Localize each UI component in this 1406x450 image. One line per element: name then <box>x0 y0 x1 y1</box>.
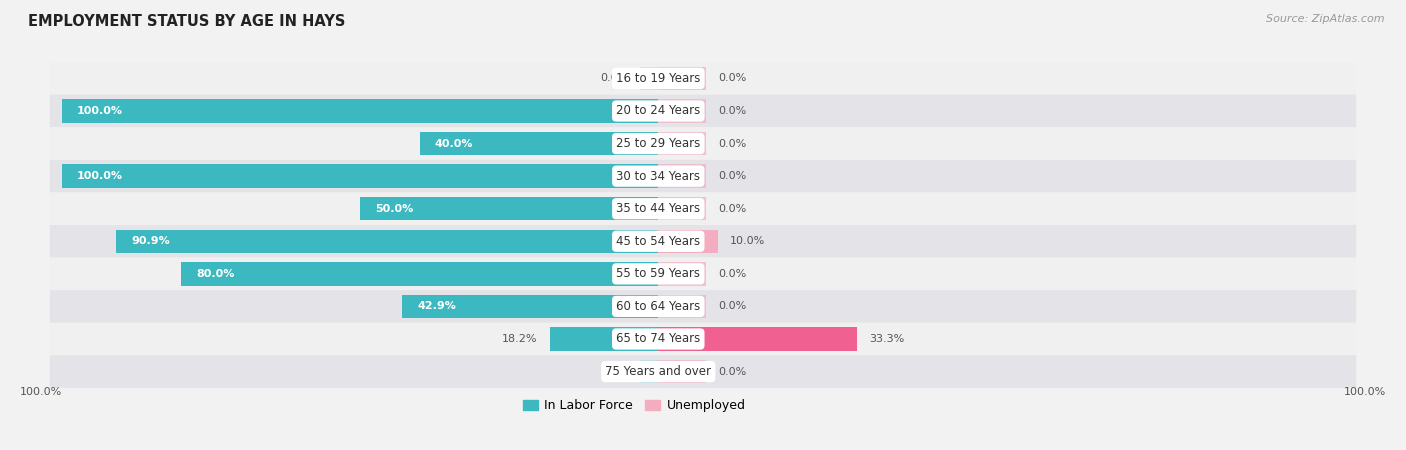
Text: 30 to 34 Years: 30 to 34 Years <box>616 170 700 183</box>
Bar <box>658 67 706 90</box>
Text: 100.0%: 100.0% <box>77 106 122 116</box>
Text: 0.0%: 0.0% <box>718 269 747 279</box>
Text: 100.0%: 100.0% <box>1344 387 1386 397</box>
Text: 35 to 44 Years: 35 to 44 Years <box>616 202 700 215</box>
Text: EMPLOYMENT STATUS BY AGE IN HAYS: EMPLOYMENT STATUS BY AGE IN HAYS <box>28 14 346 28</box>
Text: 42.9%: 42.9% <box>418 302 456 311</box>
Bar <box>402 295 658 318</box>
Text: 55 to 59 Years: 55 to 59 Years <box>616 267 700 280</box>
FancyBboxPatch shape <box>49 62 1357 94</box>
Text: 0.0%: 0.0% <box>718 73 747 83</box>
FancyBboxPatch shape <box>49 193 1357 225</box>
Text: 16 to 19 Years: 16 to 19 Years <box>616 72 700 85</box>
Bar <box>658 99 706 123</box>
Text: 10.0%: 10.0% <box>730 236 765 246</box>
Text: 90.9%: 90.9% <box>131 236 170 246</box>
Text: 0.0%: 0.0% <box>718 204 747 214</box>
Text: Source: ZipAtlas.com: Source: ZipAtlas.com <box>1267 14 1385 23</box>
Bar <box>658 132 706 155</box>
Text: 0.0%: 0.0% <box>600 367 628 377</box>
Bar <box>658 360 706 383</box>
Text: 25 to 29 Years: 25 to 29 Years <box>616 137 700 150</box>
Text: 80.0%: 80.0% <box>195 269 235 279</box>
Text: 50.0%: 50.0% <box>375 204 413 214</box>
Text: 40.0%: 40.0% <box>434 139 472 148</box>
Bar <box>658 262 706 286</box>
Text: 33.3%: 33.3% <box>869 334 904 344</box>
Text: 0.0%: 0.0% <box>600 73 628 83</box>
Text: 18.2%: 18.2% <box>502 334 537 344</box>
Bar <box>181 262 658 286</box>
FancyBboxPatch shape <box>49 94 1357 127</box>
Text: 0.0%: 0.0% <box>718 106 747 116</box>
Bar <box>419 132 658 155</box>
Text: 45 to 54 Years: 45 to 54 Years <box>616 235 700 248</box>
Legend: In Labor Force, Unemployed: In Labor Force, Unemployed <box>517 394 751 417</box>
Bar <box>360 197 658 220</box>
Bar <box>658 197 706 220</box>
Bar <box>640 67 658 90</box>
Bar <box>550 327 658 351</box>
Bar <box>658 295 706 318</box>
FancyBboxPatch shape <box>49 160 1357 193</box>
Bar <box>658 230 718 253</box>
FancyBboxPatch shape <box>49 257 1357 290</box>
Text: 0.0%: 0.0% <box>718 367 747 377</box>
Text: 0.0%: 0.0% <box>718 302 747 311</box>
Bar <box>658 327 856 351</box>
Text: 60 to 64 Years: 60 to 64 Years <box>616 300 700 313</box>
Bar <box>62 99 658 123</box>
Bar <box>640 360 658 383</box>
FancyBboxPatch shape <box>49 323 1357 356</box>
FancyBboxPatch shape <box>49 127 1357 160</box>
Text: 75 Years and over: 75 Years and over <box>605 365 711 378</box>
Text: 65 to 74 Years: 65 to 74 Years <box>616 333 700 346</box>
FancyBboxPatch shape <box>49 290 1357 323</box>
Text: 100.0%: 100.0% <box>77 171 122 181</box>
FancyBboxPatch shape <box>49 356 1357 388</box>
Text: 20 to 24 Years: 20 to 24 Years <box>616 104 700 117</box>
Text: 100.0%: 100.0% <box>20 387 62 397</box>
Bar <box>658 164 706 188</box>
Text: 0.0%: 0.0% <box>718 171 747 181</box>
Bar <box>62 164 658 188</box>
Bar <box>117 230 658 253</box>
Text: 0.0%: 0.0% <box>718 139 747 148</box>
FancyBboxPatch shape <box>49 225 1357 257</box>
